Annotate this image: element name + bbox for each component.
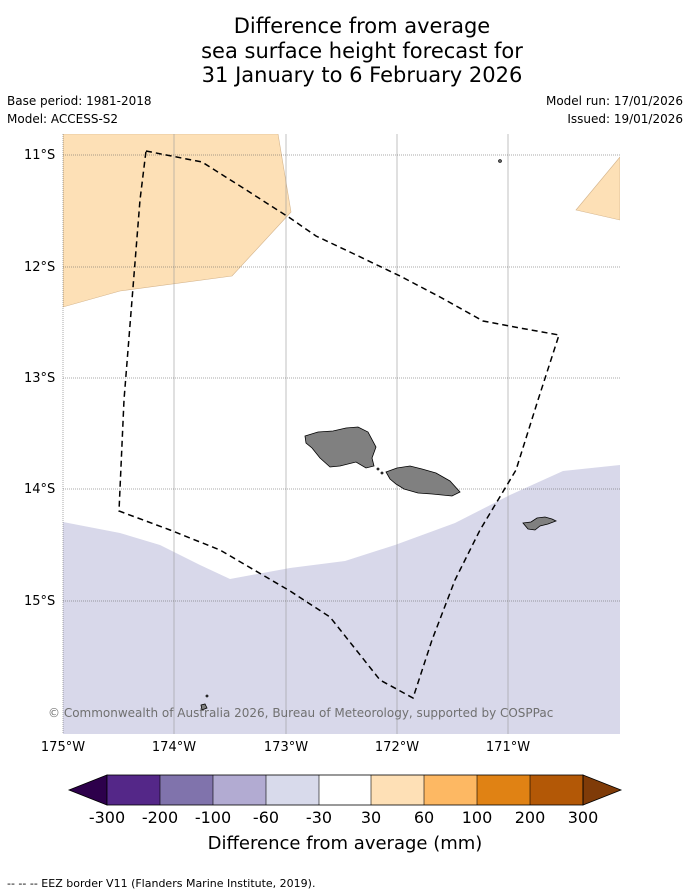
colorbar-extend-low (67, 774, 108, 806)
colorbar-tick: 300 (567, 808, 599, 827)
southern-islet (200, 703, 208, 711)
graticule (62, 134, 620, 734)
model-name: Model: ACCESS-S2 (7, 112, 119, 126)
colorbar-tick: 60 (413, 808, 435, 827)
southern-islet-small (205, 694, 209, 698)
apolima-islet (376, 467, 380, 471)
colorbar-segment-6 (371, 775, 424, 805)
tutuila-island (522, 516, 557, 531)
colorbar-segment-4 (266, 775, 319, 805)
colorbar-segment-9 (530, 775, 583, 805)
colorbar-tick: -30 (305, 808, 333, 827)
colorbar-extend-high (582, 774, 623, 806)
base-period: Base period: 1981-2018 (7, 94, 152, 108)
positive-anomaly-region-west (63, 134, 292, 308)
positive-anomaly-region-east (575, 156, 620, 221)
lon-label-175w: 175°W (40, 740, 86, 755)
model-run: Model run: 17/01/2026 (545, 94, 683, 108)
colorbar (67, 774, 623, 806)
colorbar-tick: 100 (461, 808, 493, 827)
colorbar-segment-8 (477, 775, 530, 805)
savaii-island (304, 426, 377, 469)
chart-title: Difference from average sea surface heig… (0, 14, 690, 88)
issued-date: Issued: 19/01/2026 (567, 112, 683, 126)
colorbar-segment-3 (213, 775, 266, 805)
colorbar-segment-1 (107, 775, 160, 805)
copyright-credit: © Commonwealth of Australia 2026, Bureau… (48, 706, 554, 720)
negative-anomaly-region (63, 465, 620, 734)
upolu-island (385, 465, 461, 497)
title-line-3: 31 January to 6 February 2026 (201, 63, 523, 87)
lat-label-11s: 11°S (24, 148, 56, 163)
manono-islet (380, 471, 384, 475)
lat-label-12s: 12°S (24, 260, 56, 275)
small-islet-north (498, 159, 502, 163)
title-line-2: sea surface height forecast for (201, 38, 523, 63)
lon-label-174w: 174°W (151, 740, 197, 755)
colorbar-segment-5 (319, 775, 371, 805)
lat-label-14s: 14°S (24, 482, 56, 497)
colorbar-segment-2 (160, 775, 213, 805)
colorbar-outline (106, 774, 584, 806)
lon-label-172w: 172°W (374, 740, 420, 755)
colorbar-tick: 30 (360, 808, 382, 827)
colorbar-tick: -60 (252, 808, 280, 827)
lon-label-173w: 173°W (263, 740, 309, 755)
colorbar-tick: 200 (514, 808, 546, 827)
land (200, 159, 557, 711)
eez-legend-footer: -- -- -- EEZ border V11 (Flanders Marine… (7, 877, 316, 890)
colorbar-tick: -100 (194, 808, 232, 827)
colorbar-tick: -300 (88, 808, 126, 827)
colorbar-segment-7 (424, 775, 477, 805)
lon-label-171w: 171°W (485, 740, 531, 755)
colorbar-label: Difference from average (mm) (207, 833, 483, 854)
title-line-1: Difference from average (233, 14, 491, 38)
lat-label-15s: 15°S (24, 594, 56, 609)
lat-label-13s: 13°S (24, 371, 56, 386)
colorbar-tick: -200 (141, 808, 179, 827)
